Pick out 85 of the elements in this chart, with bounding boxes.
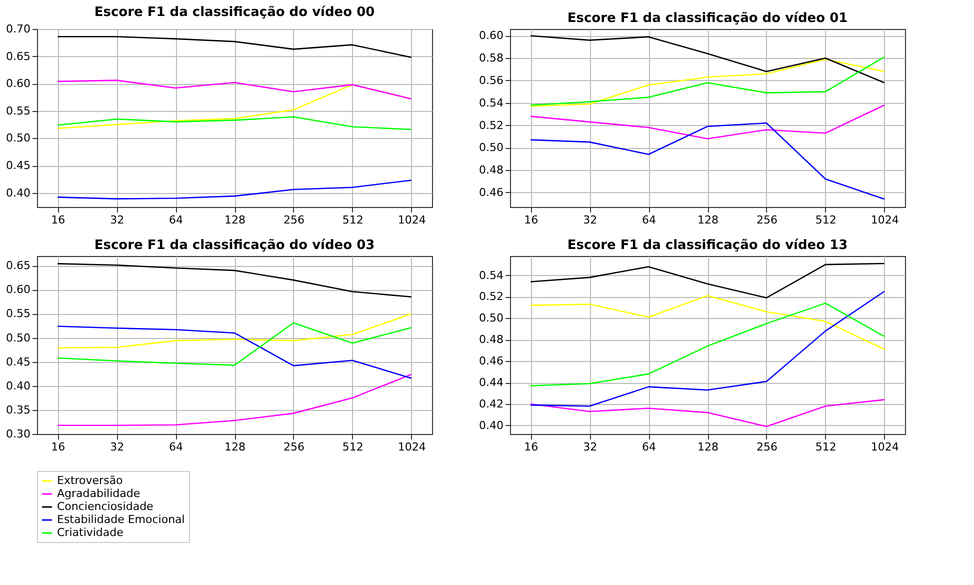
- legend-label: Criatividade: [57, 526, 124, 539]
- y-tick-label: 0.58: [479, 52, 504, 65]
- x-tick-label: 128: [224, 214, 246, 226]
- line-series: [56, 313, 412, 349]
- y-tick-label: 0.44: [479, 376, 504, 390]
- x-tick-label: 1024: [398, 440, 426, 454]
- y-tick-label: 0.52: [479, 118, 504, 132]
- line-series: [56, 374, 412, 426]
- x-tick-label: 512: [815, 440, 836, 454]
- line-series: [56, 180, 412, 200]
- x-tick-label: 256: [756, 214, 778, 226]
- line-series: [530, 35, 886, 84]
- x-tick-label: 512: [342, 214, 364, 226]
- y-tick-label: 0.55: [6, 104, 30, 118]
- y-tick-label: 0.56: [479, 74, 504, 87]
- y-tick-label: 0.65: [6, 50, 30, 63]
- y-tick-label: 0.70: [6, 22, 30, 36]
- y-tick-label: 0.46: [479, 186, 504, 199]
- x-tick-label: 128: [698, 214, 718, 226]
- line-series: [530, 295, 886, 350]
- x-tick-label: 256: [283, 214, 304, 226]
- y-tick-label: 0.45: [6, 355, 30, 368]
- x-tick-label: 64: [169, 214, 184, 226]
- y-tick-label: 0.50: [479, 141, 504, 154]
- line-series: [530, 290, 886, 407]
- x-tick-label: 1024: [398, 214, 426, 226]
- y-tick-label: 0.54: [479, 268, 504, 282]
- chart-title: Escore F1 da classificação do vídeo 01: [567, 11, 848, 26]
- x-tick-label: 32: [110, 440, 124, 454]
- chart-title: Escore F1 da classificação do vídeo 13: [567, 238, 848, 253]
- y-tick-label: 0.42: [479, 397, 504, 410]
- line-series: [56, 36, 412, 58]
- x-tick-label: 64: [169, 440, 184, 454]
- x-tick-label: 128: [224, 440, 246, 454]
- y-tick-label: 0.35: [6, 403, 30, 416]
- x-tick-label: 1024: [870, 440, 899, 454]
- y-tick-label: 0.52: [479, 290, 504, 304]
- x-tick-label: 16: [524, 214, 538, 226]
- legend-label: Concienciosidade: [57, 500, 154, 513]
- y-tick-label: 0.50: [6, 331, 30, 344]
- line-series: [530, 302, 886, 386]
- line-series: [530, 104, 886, 140]
- y-tick-label: 0.40: [6, 186, 30, 200]
- legend-label: Estabilidade Emocional: [57, 513, 185, 526]
- line-series: [56, 326, 412, 379]
- y-tick-label: 0.40: [479, 418, 504, 432]
- chart-title: Escore F1 da classificação do vídeo 00: [94, 5, 375, 20]
- x-tick-label: 16: [51, 214, 66, 226]
- x-tick-label: 16: [524, 440, 538, 454]
- line-series: [530, 122, 886, 200]
- legend-label: Agradabilidade: [57, 487, 140, 500]
- x-tick-label: 64: [642, 214, 656, 226]
- y-tick-label: 0.60: [6, 77, 30, 90]
- line-series: [56, 116, 412, 130]
- y-tick-label: 0.60: [479, 29, 504, 42]
- x-tick-label: 32: [110, 214, 124, 226]
- line-series: [530, 262, 886, 298]
- y-tick-label: 0.48: [479, 333, 504, 346]
- y-tick-label: 0.30: [6, 428, 30, 440]
- chart-title: Escore F1 da classificação do vídeo 03: [94, 238, 375, 253]
- x-tick-label: 512: [342, 440, 364, 454]
- x-tick-label: 256: [756, 440, 778, 454]
- line-series: [56, 263, 412, 298]
- x-tick-label: 32: [583, 440, 598, 454]
- x-tick-label: 128: [698, 440, 718, 454]
- legend-label: Extroversão: [57, 474, 124, 487]
- x-tick-label: 16: [51, 440, 66, 454]
- line-series: [530, 399, 886, 428]
- y-tick-label: 0.54: [479, 96, 504, 110]
- y-tick-label: 0.60: [6, 283, 30, 296]
- y-tick-label: 0.50: [479, 312, 504, 325]
- y-tick-label: 0.55: [6, 307, 30, 320]
- y-tick-label: 0.50: [6, 132, 30, 145]
- x-tick-label: 512: [815, 214, 836, 226]
- y-tick-label: 0.65: [6, 259, 30, 272]
- x-tick-label: 256: [283, 440, 304, 454]
- y-tick-label: 0.48: [479, 164, 504, 177]
- x-tick-label: 64: [642, 440, 656, 454]
- y-tick-label: 0.40: [6, 379, 30, 392]
- line-series: [56, 322, 412, 366]
- line-series: [56, 80, 412, 100]
- y-tick-label: 0.46: [479, 354, 504, 368]
- x-tick-label: 32: [583, 214, 598, 226]
- x-tick-label: 1024: [870, 214, 899, 226]
- y-tick-label: 0.45: [6, 159, 30, 172]
